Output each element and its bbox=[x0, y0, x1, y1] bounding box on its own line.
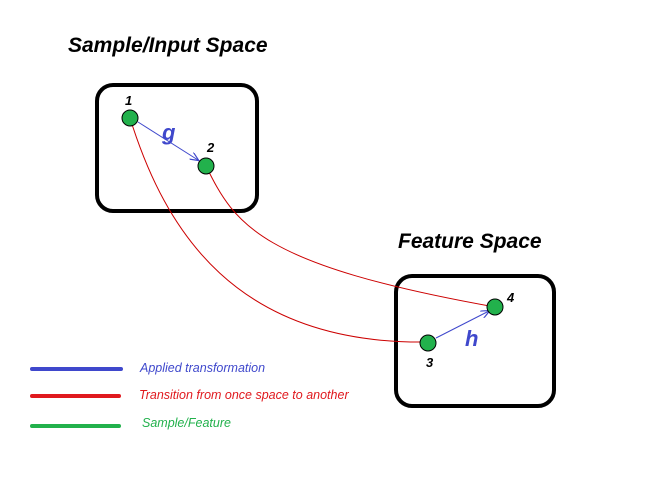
legend: Applied transformation Transition from o… bbox=[30, 361, 349, 430]
node-label-4: 4 bbox=[506, 290, 515, 305]
transform-label-g: g bbox=[161, 120, 176, 145]
node-2 bbox=[197, 157, 215, 175]
node-1 bbox=[121, 109, 139, 127]
node-label-2: 2 bbox=[206, 140, 215, 155]
node-3 bbox=[419, 334, 437, 352]
node-4 bbox=[486, 298, 504, 316]
transition-curve-2-to-4 bbox=[205, 165, 496, 308]
input-space-box bbox=[95, 83, 259, 213]
legend-label-applied-transformation: Applied transformation bbox=[139, 361, 265, 375]
node-label-3: 3 bbox=[426, 355, 434, 370]
legend-label-transition: Transition from once space to another bbox=[139, 388, 349, 402]
node-label-1: 1 bbox=[125, 93, 132, 108]
feature-space-title: Feature Space bbox=[398, 230, 542, 253]
input-space-title: Sample/Input Space bbox=[68, 34, 268, 57]
transform-arrow-g bbox=[137, 121, 198, 160]
transform-arrow-h bbox=[435, 311, 489, 339]
legend-label-sample-feature: Sample/Feature bbox=[142, 416, 231, 430]
transition-curve-1-to-3 bbox=[129, 117, 429, 343]
transform-label-h: h bbox=[465, 326, 478, 351]
